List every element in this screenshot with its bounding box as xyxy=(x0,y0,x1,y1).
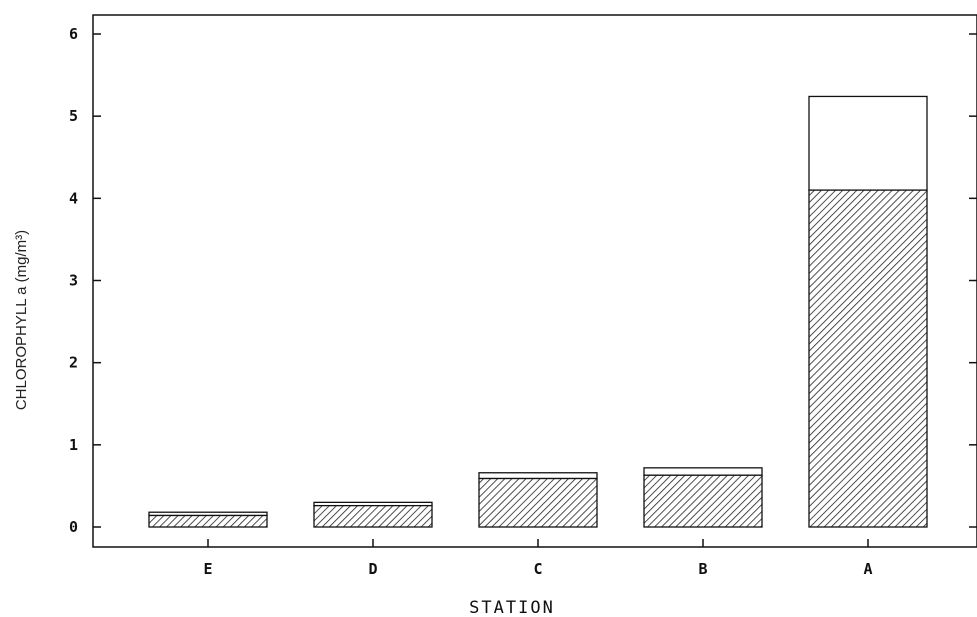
y-tick-label-5: 5 xyxy=(69,107,78,125)
y-tick-label-6: 6 xyxy=(69,25,78,43)
y-tick-label-2: 2 xyxy=(69,354,78,372)
x-tick-label-D: D xyxy=(368,560,377,578)
bar-open-A xyxy=(808,95,928,191)
y-tick-label-4: 4 xyxy=(69,189,78,207)
bar-open-C xyxy=(478,472,598,480)
bar-open-B xyxy=(643,467,763,476)
bar-hatched-D xyxy=(313,504,433,528)
bar-hatched-E xyxy=(148,514,268,528)
x-tick-label-E: E xyxy=(203,560,212,578)
y-tick-label-0: 0 xyxy=(69,518,78,536)
x-tick-label-C: C xyxy=(533,560,542,578)
x-axis-title: STATION xyxy=(469,598,555,617)
y-tick-label-1: 1 xyxy=(69,436,78,454)
bar-hatched-A xyxy=(808,189,928,528)
y-axis: 0 1 2 3 4 5 6 xyxy=(69,25,977,536)
x-tick-label-B: B xyxy=(698,560,707,578)
bar-hatched-C xyxy=(478,477,598,528)
y-tick-label-3: 3 xyxy=(69,272,78,290)
bars-group xyxy=(148,95,928,528)
x-tick-label-A: A xyxy=(863,560,872,578)
y-axis-title: CHLOROPHYLL a (mg/m³) xyxy=(13,230,30,410)
bar-hatched-B xyxy=(643,474,763,528)
